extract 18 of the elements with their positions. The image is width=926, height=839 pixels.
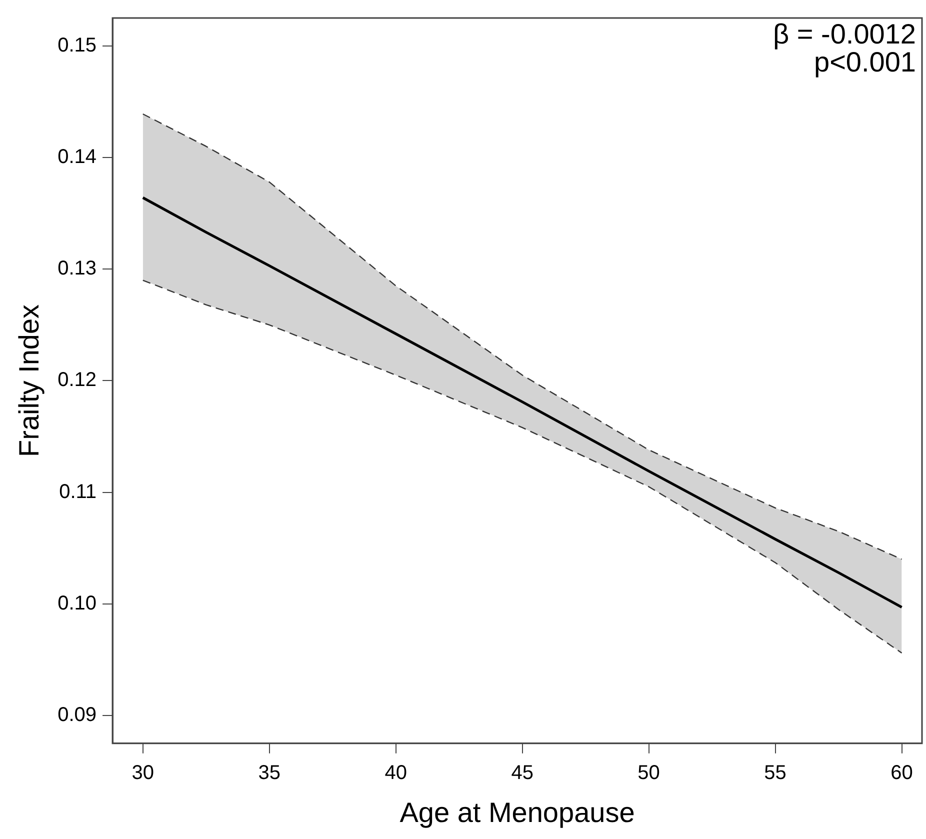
- y-tick-label: 0.15: [58, 34, 97, 56]
- x-tick-label: 60: [890, 762, 913, 784]
- x-tick-label: 40: [384, 762, 407, 784]
- x-tick-label: 30: [132, 762, 154, 784]
- y-axis-title: Frailty Index: [14, 304, 45, 457]
- line-series: [142, 113, 902, 560]
- y-tick-label: 0.09: [58, 704, 97, 726]
- line-series: [142, 280, 902, 654]
- y-tick-label: 0.14: [58, 146, 97, 168]
- x-tick-label: 45: [511, 762, 534, 784]
- y-tick-label: 0.10: [58, 592, 97, 614]
- x-axis-title: Age at Menopause: [400, 796, 635, 828]
- y-tick-label: 0.13: [58, 258, 97, 280]
- y-tick-label: 0.12: [58, 369, 97, 392]
- x-tick-label: 50: [638, 762, 660, 784]
- y-tick-label: 0.11: [59, 480, 97, 503]
- x-tick-label: 55: [764, 762, 786, 784]
- x-tick-label: 35: [258, 762, 280, 784]
